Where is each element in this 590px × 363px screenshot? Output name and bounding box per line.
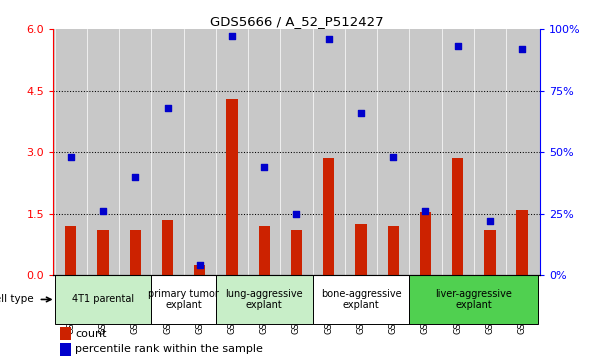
Bar [516,209,528,275]
Point [99,208,108,214]
Point [130,174,140,180]
Bar [258,226,270,275]
Point [453,43,463,49]
Point [260,164,269,170]
Point [227,33,237,39]
Bar [152,275,216,324]
Bar [452,158,463,275]
Bar [409,275,538,324]
Point [485,218,494,224]
Bar [323,158,335,275]
Bar [355,224,366,275]
Bar [55,275,152,324]
Text: lung-aggressive
explant: lung-aggressive explant [225,289,303,310]
Text: count: count [75,329,107,339]
Point [388,154,398,160]
Bar [162,220,173,275]
Bar [194,265,205,275]
Bar [291,230,302,275]
Bar [60,327,71,340]
Bar [60,343,71,356]
Point [356,110,366,116]
Text: bone-aggressive
explant: bone-aggressive explant [320,289,401,310]
Point [324,36,333,42]
Bar [388,226,399,275]
Point [195,262,205,268]
Text: percentile rank within the sample: percentile rank within the sample [75,344,263,354]
Bar [65,226,77,275]
Bar [419,212,431,275]
Title: GDS5666 / A_52_P512427: GDS5666 / A_52_P512427 [209,15,384,28]
Point [421,208,430,214]
Point [66,154,76,160]
Point [517,46,527,52]
Point [291,211,301,217]
Bar [216,275,313,324]
Text: liver-aggressive
explant: liver-aggressive explant [435,289,512,310]
Bar [313,275,409,324]
Text: primary tumor
explant: primary tumor explant [148,289,219,310]
Bar [130,230,141,275]
Text: 4T1 parental: 4T1 parental [72,294,134,305]
Bar [97,230,109,275]
Bar [484,230,496,275]
Bar [227,99,238,275]
Text: cell type: cell type [0,294,34,305]
Point [163,105,172,111]
